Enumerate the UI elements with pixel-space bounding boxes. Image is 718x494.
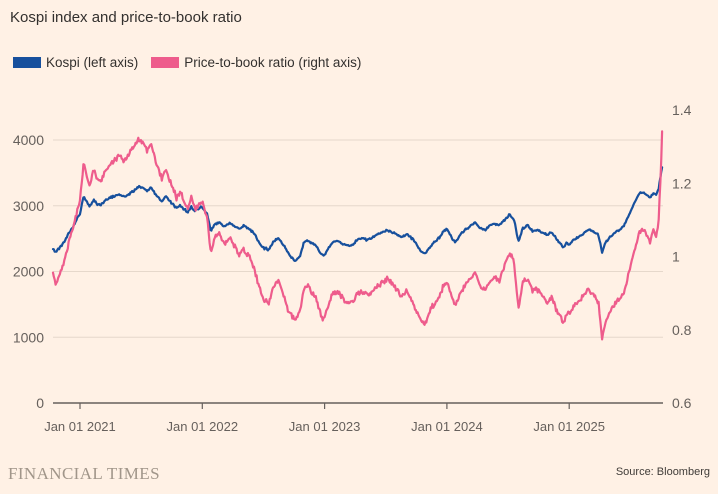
x-axis-label: Jan 01 2022 xyxy=(167,419,239,434)
legend-swatch-kospi xyxy=(13,57,41,68)
y-axis-label-right: 0.8 xyxy=(672,322,692,338)
x-axis-label: Jan 01 2024 xyxy=(411,419,483,434)
x-axis-label: Jan 01 2021 xyxy=(44,419,116,434)
y-axis-label-left: 2000 xyxy=(13,264,44,280)
y-axis-label-left: 4000 xyxy=(13,132,44,148)
y-axis-label-right: 1.2 xyxy=(672,175,692,191)
legend-item-kospi: Kospi (left axis) xyxy=(13,55,138,70)
source-text: Source: Bloomberg xyxy=(615,466,710,478)
y-axis-label-left: 3000 xyxy=(13,198,44,214)
legend-label-kospi: Kospi (left axis) xyxy=(46,55,139,70)
y-axis-label-left: 0 xyxy=(36,395,44,411)
x-axis-label: Jan 01 2025 xyxy=(533,419,605,434)
y-axis-label-right: 0.6 xyxy=(672,395,692,411)
y-axis-label-left: 1000 xyxy=(13,329,44,345)
series-line-kospi xyxy=(51,166,664,262)
legend: Kospi (left axis) Price-to-book ratio (r… xyxy=(13,55,361,70)
chart-title: Kospi index and price-to-book ratio xyxy=(10,9,242,26)
x-axis-label: Jan 01 2023 xyxy=(289,419,361,434)
legend-swatch-pb-ratio xyxy=(151,57,180,68)
legend-label-pb-ratio: Price-to-book ratio (right axis) xyxy=(184,55,362,70)
y-axis-label-right: 1 xyxy=(672,249,680,265)
y-axis-label-right: 1.4 xyxy=(672,102,692,118)
legend-item-pb-ratio: Price-to-book ratio (right axis) xyxy=(151,55,361,70)
ft-logo-text: FINANCIAL TIMES xyxy=(8,464,160,483)
series-line-pb xyxy=(51,130,664,341)
